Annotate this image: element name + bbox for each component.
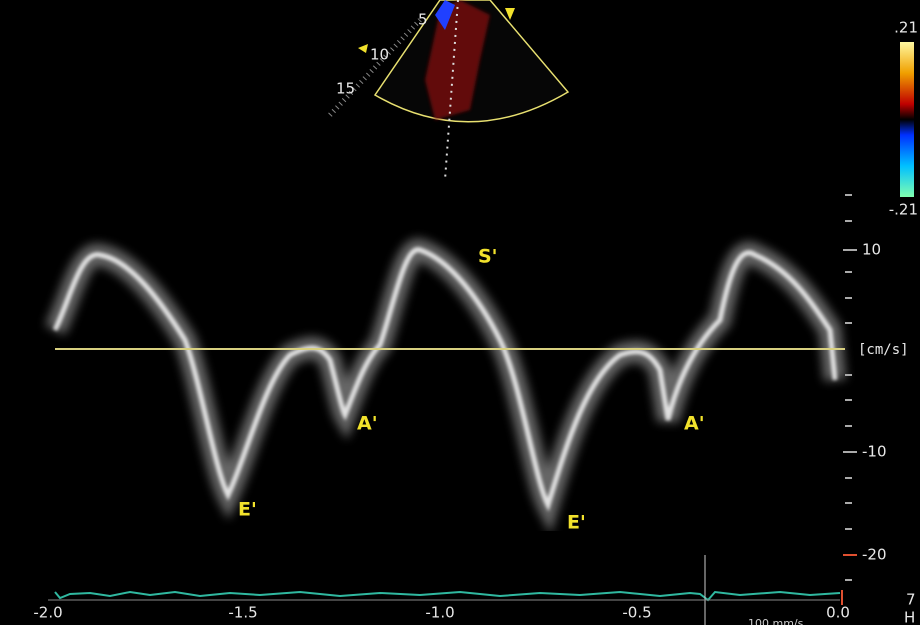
time-label: 0.0 xyxy=(826,604,850,622)
velocity-label: -20 xyxy=(862,546,887,564)
time-label: -0.5 xyxy=(622,604,651,622)
annotation: A' xyxy=(357,413,378,435)
color-max: .21 xyxy=(894,19,918,37)
color-bar xyxy=(900,42,914,197)
time-label: -2.0 xyxy=(33,604,62,622)
time-label: -1.5 xyxy=(228,604,257,622)
depth-label: 10 xyxy=(370,46,389,64)
velocity-label: -10 xyxy=(862,443,887,461)
annotation: E' xyxy=(238,499,257,521)
corner-text: 7 xyxy=(906,591,916,609)
depth-label: 5 xyxy=(418,11,428,29)
color-min: -.21 xyxy=(889,201,918,219)
velocity-label: 10 xyxy=(862,241,881,259)
sweep-speed: 100 mm/s xyxy=(748,617,804,625)
time-label: -1.0 xyxy=(425,604,454,622)
annotation: E' xyxy=(567,512,586,534)
corner-text: H xyxy=(904,609,915,625)
velocity-unit: [cm/s] xyxy=(858,342,909,358)
annotation: A' xyxy=(684,413,705,435)
ultrasound-screen: 5 10 15 .21 -.21 10 [cm/s] -10 -20 S' E'… xyxy=(0,0,920,625)
depth-label: 15 xyxy=(336,80,355,98)
annotation: S' xyxy=(478,246,498,268)
